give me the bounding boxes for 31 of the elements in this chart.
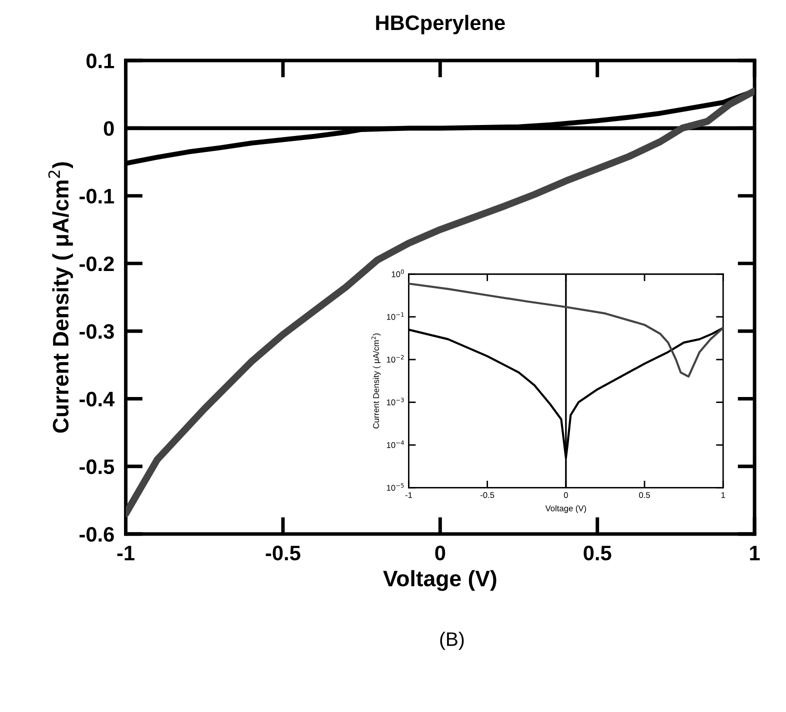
x-tick-label: 1 — [750, 546, 760, 560]
y-tick-label: 10$^{0}$ — [392, 270, 404, 278]
y-tick-label: -0.4 — [80, 392, 115, 406]
y-tick-label: -0.2 — [80, 256, 114, 272]
chart-title: HBCperylene — [376, 14, 505, 34]
y-axis-title: Current Density ( μA/cm$^{2}$) — [48, 162, 73, 433]
x-tick-label: -0.5 — [480, 492, 494, 498]
y-tick-label: 0 — [104, 121, 114, 136]
y-tick-label: 10$^{−5}$ — [386, 483, 404, 491]
x-tick-label: 0 — [435, 546, 446, 560]
x-tick-label: 0 — [564, 492, 568, 498]
x-tick-label: 0.5 — [639, 492, 650, 498]
x-tick-label: -1 — [405, 492, 412, 498]
y-tick-label: 0.1 — [86, 54, 114, 68]
y-axis-title: Current Density ( μA/cm$^{2}$) — [371, 334, 381, 428]
y-tick-label: 10$^{−3}$ — [386, 398, 404, 406]
y-tick-label: -0.1 — [80, 188, 114, 204]
line-series — [408, 282, 724, 378]
x-tick-label: 1 — [721, 492, 726, 498]
x-tick-label: 0.5 — [584, 546, 612, 560]
y-tick-label: 10$^{−2}$ — [386, 354, 404, 363]
x-tick-label: -1 — [117, 546, 134, 560]
y-tick-label: -0.6 — [80, 527, 114, 542]
x-axis-title: Voltage (V) — [383, 570, 496, 591]
text: (B) — [440, 632, 464, 650]
y-tick-label: 10$^{−4}$ — [386, 440, 404, 448]
y-tick-label: 10$^{−1}$ — [386, 312, 404, 320]
y-tick-label: -0.3 — [80, 324, 114, 339]
x-tick-label: -0.5 — [266, 546, 300, 560]
y-tick-label: -0.5 — [80, 459, 114, 474]
x-axis-title: Voltage (V) — [545, 505, 586, 513]
